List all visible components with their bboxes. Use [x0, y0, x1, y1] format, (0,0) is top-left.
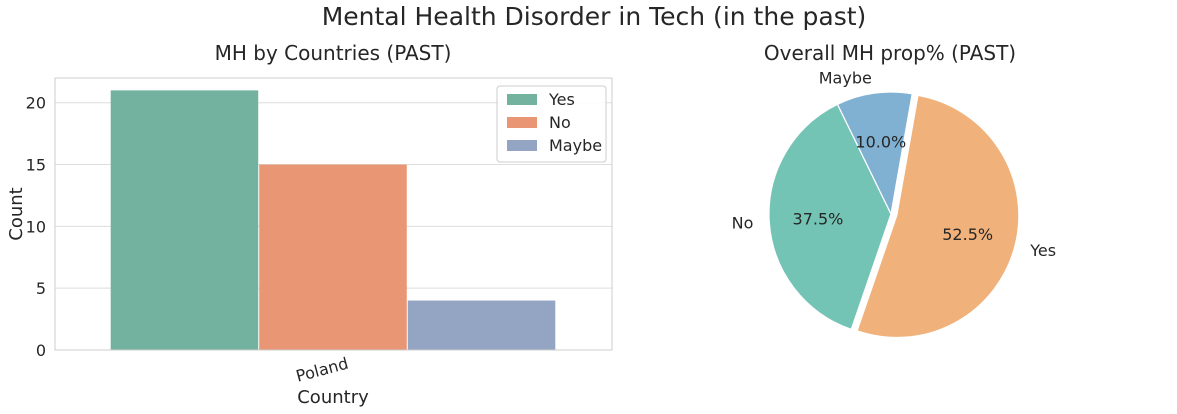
pie-slice-label: Yes [1029, 241, 1056, 260]
bar-maybe-poland [407, 300, 556, 350]
pie-pct-label: 52.5% [942, 225, 993, 244]
pie-slice-maybe [836, 91, 913, 216]
bar-chart: MH by Countries (PAST) 0 5 10 15 20 Poland C… [6, 41, 613, 408]
bar-yes-poland [110, 90, 259, 350]
bar-legend-label: Maybe [549, 136, 602, 155]
pie-slice-label: No [732, 213, 754, 232]
pie-slice-yes [856, 94, 1020, 339]
bar-legend-label: Yes [548, 90, 575, 109]
bar-legend: Yes No Maybe [496, 85, 607, 163]
bar-chart-title: MH by Countries (PAST) [215, 41, 452, 65]
pie-chart: Overall MH prop% (PAST) 52.5% Yes 37.5% No 1… [732, 41, 1056, 339]
bar-legend-swatch-yes [507, 94, 537, 105]
bar-y-tick-label: 20 [26, 94, 46, 113]
pie-labels: 52.5% Yes 37.5% No 10.0% Maybe [732, 68, 1056, 260]
figure-suptitle: Mental Health Disorder in Tech (in the p… [322, 2, 867, 31]
bar-legend-label: No [549, 113, 571, 132]
bar-bars [110, 90, 556, 350]
pie-slice-no [768, 103, 892, 331]
bar-legend-swatch-maybe [507, 140, 537, 151]
pie-chart-title: Overall MH prop% (PAST) [764, 41, 1016, 65]
bar-no-poland [259, 164, 407, 350]
bar-plot-frame [54, 77, 613, 351]
bar-x-tick-label: Poland [294, 354, 351, 386]
bar-y-tick-label: 0 [36, 341, 46, 360]
bar-y-ticks: 0 5 10 15 20 [26, 94, 46, 360]
bar-legend-swatch-no [507, 117, 537, 128]
bar-y-tick-label: 5 [36, 279, 46, 298]
pie-slices [768, 91, 1020, 339]
pie-pct-label: 10.0% [855, 133, 906, 152]
bar-x-axis-label: Country [297, 387, 369, 408]
bar-y-tick-label: 15 [26, 156, 46, 175]
pie-pct-label: 37.5% [793, 209, 844, 228]
bar-y-axis-label: Count [6, 187, 27, 240]
bar-y-tick-label: 10 [26, 217, 46, 236]
pie-slice-label: Maybe [819, 68, 872, 87]
bar-x-ticks: Poland [294, 354, 351, 386]
